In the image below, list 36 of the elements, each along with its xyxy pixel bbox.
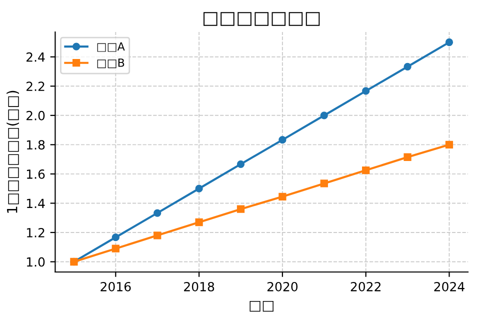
point [320, 180, 328, 188]
x-tick-label: 2016 [100, 282, 131, 292]
point [154, 209, 162, 217]
point [236, 205, 245, 213]
point [445, 140, 454, 149]
x-axis-title: □□ [250, 301, 274, 312]
point [362, 166, 370, 174]
y-tick-label: 2.0 [26, 110, 45, 120]
y-tick-label: 1.4 [26, 198, 45, 208]
y-tick-label: 1.8 [26, 140, 45, 150]
point [320, 112, 328, 120]
point [195, 218, 203, 226]
point [112, 244, 120, 252]
point [278, 192, 286, 200]
y-tick-label: 2.2 [26, 82, 44, 91]
y-tick-label: 1.2 [26, 228, 44, 238]
y-tick-label: 1.0 [26, 257, 45, 267]
y-tick-label: 1.6 [26, 169, 45, 179]
point [404, 62, 412, 71]
legend-label: □□A [97, 42, 125, 52]
point [445, 38, 454, 46]
y-axis-title: 1□□□□□□(□□) [6, 90, 19, 213]
chart-title: □□□□□□□ [204, 12, 320, 26]
point [195, 184, 203, 192]
point [278, 136, 286, 144]
y-tick-label: 2.4 [26, 52, 45, 62]
point [362, 87, 370, 95]
point [236, 160, 245, 168]
x-tick-label: 2024 [434, 282, 464, 292]
x-tick-label: 2022 [350, 282, 380, 292]
point [154, 232, 162, 240]
x-tick-label: 2018 [184, 282, 214, 292]
point [112, 233, 120, 242]
legend-label: □□B [97, 58, 124, 68]
point [404, 153, 412, 161]
x-tick-label: 2020 [267, 282, 298, 292]
